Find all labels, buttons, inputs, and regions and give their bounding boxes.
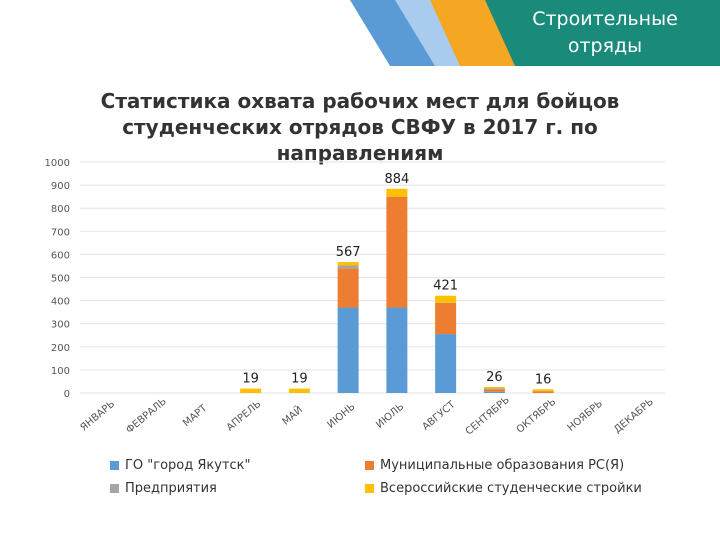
x-tick-label: АПРЕЛЬ [225,399,264,434]
x-tick-label: ИЮЛЬ [374,401,406,431]
y-tick-label: 0 [64,389,70,400]
bar-segment [337,268,359,308]
x-tick-label: АВГУСТ [421,399,459,433]
bar-segment [337,307,359,393]
bar-segment [386,188,408,197]
x-tick-label: СЕНТЯБРЬ [464,395,512,438]
bar-segment [483,388,505,390]
data-label: 19 [291,372,308,387]
y-tick-label: 700 [51,227,70,238]
header-title: Строительные отряды [532,8,678,57]
legend-label: Предприятия [125,481,217,496]
blue-chevron [350,0,440,66]
legend-item: Всероссийские студенческие стройки [365,481,642,496]
bar-segment [386,307,408,393]
header-band: Строительные отряды [0,0,720,66]
bar-segment [337,265,359,269]
legend-item: Муниципальные образования РС(Я) [365,458,624,473]
bar-segment [532,391,554,393]
x-tick-label: МАРТ [181,402,210,429]
y-tick-label: 200 [51,343,70,354]
bar-segment [288,388,310,393]
data-label: 884 [384,172,409,187]
legend-swatch [110,484,119,493]
y-tick-label: 300 [51,320,70,331]
bar-segment [483,389,505,392]
data-label: 421 [433,279,458,294]
legend-swatch [365,484,374,493]
data-label: 567 [336,245,361,260]
x-tick-label: НОЯБРЬ [566,398,605,434]
legend-item: Предприятия [110,481,217,496]
x-tick-label: ЯНВАРЬ [79,399,118,434]
header-decoration [350,0,720,66]
data-label: 16 [535,372,552,387]
bar-segment [240,388,262,393]
legend-label: ГО "город Якутск" [125,458,251,473]
legend-swatch [110,461,119,470]
y-tick-label: 800 [51,204,70,215]
bar-segment [337,262,359,266]
x-tick-label: ФЕВРАЛЬ [124,396,169,436]
data-label: 19 [242,372,259,387]
bar-segment [386,196,408,308]
y-tick-label: 500 [51,274,70,285]
y-tick-label: 1000 [45,158,70,169]
y-tick-label: 600 [51,250,70,261]
x-tick-label: ДЕКАБРЬ [612,396,656,435]
data-label: 26 [486,370,503,385]
x-tick-label: ИЮНЬ [325,401,357,431]
chart-title: Статистика охвата рабочих мест для бойцо… [100,89,620,165]
legend-item: ГО "город Якутск" [110,458,251,473]
y-tick-label: 400 [51,297,70,308]
bar-segment [435,334,457,393]
bar-segment [435,295,457,303]
teal-panel [485,0,720,66]
bar-segment [483,391,505,393]
x-tick-label: МАЙ [279,403,305,428]
y-tick-label: 100 [51,366,70,377]
y-tick-label: 900 [51,181,70,192]
legend-label: Муниципальные образования РС(Я) [380,458,625,473]
bar-segment [532,389,554,392]
bar-segment [483,386,505,389]
legend-label: Всероссийские студенческие стройки [380,481,642,496]
x-tick-label: ОКТЯБРЬ [515,396,559,435]
legend-swatch [365,461,374,470]
bar-chart: 0 100 200 300 400 500 600 700 800 900 1000 ЯНВАРЬ ФЕ… [45,158,665,438]
bar-segment [435,302,457,335]
